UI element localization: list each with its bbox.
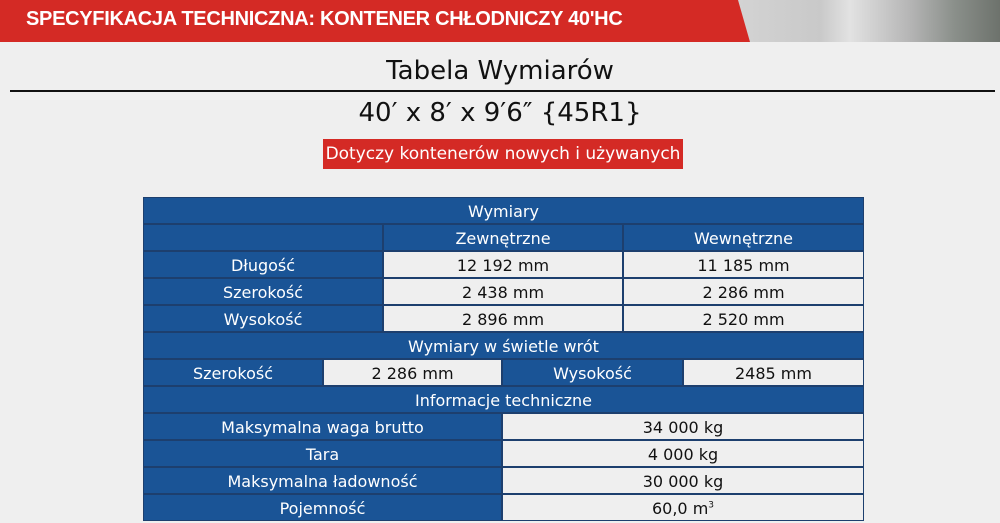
banner-title: SPECYFIKACJA TECHNICZNA: KONTENER CHŁODN… [26,8,623,30]
info-label: Pojemność [143,494,502,521]
capacity-value: 60,0 m [651,499,709,518]
info-value: 34 000 kg [502,413,864,440]
section-header-tech: Informacje techniczne [143,386,864,413]
door-height-value: 2485 mm [683,359,864,386]
row-label: Szerokość [143,278,383,305]
door-width-label: Szerokość [143,359,323,386]
row-ext-value: 2 438 mm [383,278,623,305]
applies-badge: Dotyczy kontenerów nowych i używanych [323,139,683,169]
header-empty [143,224,383,251]
row-label: Długość [143,251,383,278]
row-ext-value: 12 192 mm [383,251,623,278]
header-banner: SPECYFIKACJA TECHNICZNA: KONTENER CHŁODN… [0,0,750,42]
info-label: Tara [143,440,502,467]
capacity-unit-exponent: 3 [708,500,715,511]
info-value-capacity: 60,0 m3 [502,494,864,521]
header-internal: Wewnętrzne [623,224,864,251]
info-label: Maksymalna waga brutto [143,413,502,440]
page-title: Tabela Wymiarów [386,56,614,86]
section-header-door: Wymiary w świetle wrót [143,332,864,359]
info-value: 4 000 kg [502,440,864,467]
section-header-dimensions: Wymiary [143,197,864,224]
row-int-value: 11 185 mm [623,251,864,278]
row-label: Wysokość [143,305,383,332]
door-height-label: Wysokość [502,359,683,386]
info-value: 30 000 kg [502,467,864,494]
row-int-value: 2 520 mm [623,305,864,332]
container-photo [700,0,1000,42]
divider [10,90,995,92]
header-external: Zewnętrzne [383,224,623,251]
row-ext-value: 2 896 mm [383,305,623,332]
info-label: Maksymalna ładowność [143,467,502,494]
page-subtitle: 40′ x 8′ x 9′6″ {45R1} [358,98,642,128]
door-width-value: 2 286 mm [323,359,502,386]
row-int-value: 2 286 mm [623,278,864,305]
